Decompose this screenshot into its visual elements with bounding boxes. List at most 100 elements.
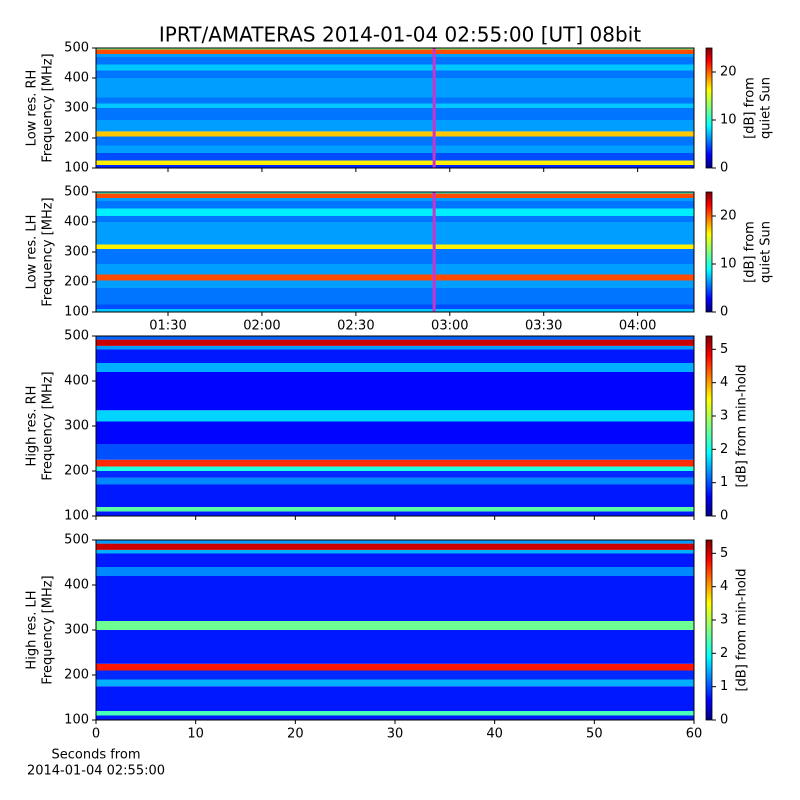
heatmap-cell — [96, 145, 694, 153]
y-tick-label: 200 — [64, 131, 89, 146]
heatmap-cell — [96, 444, 694, 460]
colorbar-label: [dB] from — [743, 221, 758, 283]
colorbar-label: quiet Sun — [759, 77, 774, 139]
colorbar-tick-label: 0 — [720, 713, 728, 728]
x-tick-label: 10 — [187, 727, 204, 742]
heatmap-cell — [96, 549, 694, 554]
colorbar-tick-label: 2 — [720, 442, 728, 457]
heatmap-cell — [96, 153, 694, 161]
y-tick-label: 400 — [64, 71, 89, 86]
x-tick-label: 50 — [586, 727, 603, 742]
figure-title: IPRT/AMATERAS 2014-01-04 02:55:00 [UT] 0… — [159, 23, 641, 47]
heatmap-cell — [96, 57, 694, 65]
y-axis-label: Frequency [MHz] — [41, 575, 56, 684]
x-tick-label: 30 — [387, 727, 404, 742]
heatmap-cell — [96, 345, 694, 350]
heatmap-cell — [96, 339, 694, 346]
heatmap-cell — [96, 97, 694, 104]
y-axis-label: High res. LH — [25, 590, 40, 669]
heatmap-cell — [96, 198, 694, 201]
heatmap-cell — [96, 686, 694, 711]
heatmap-cell — [96, 201, 694, 209]
heatmap-cell — [96, 208, 694, 216]
colorbar-tick-label: 20 — [720, 209, 737, 224]
heatmap-cell — [96, 54, 694, 57]
heatmap-cell — [96, 471, 694, 478]
y-tick-label: 500 — [64, 533, 89, 548]
heatmap-cell — [96, 567, 694, 576]
y-tick-label: 200 — [64, 464, 89, 479]
colorbar-tick-label: 4 — [720, 375, 728, 390]
colorbar-label: [dB] from — [743, 77, 758, 139]
heatmap-cell — [96, 48, 694, 50]
heatmap-cell — [96, 670, 694, 680]
heatmap-cell — [96, 216, 694, 222]
heatmap-cell — [96, 576, 694, 621]
colorbar-tick-label: 3 — [720, 613, 728, 628]
heatmap-cell — [96, 372, 694, 411]
heatmap-cell — [96, 507, 694, 512]
heatmap-cell — [96, 192, 694, 194]
heatmap-cell — [96, 120, 694, 132]
heatmap-cell — [96, 49, 694, 54]
x-tick-label: 03:30 — [525, 319, 562, 334]
heatmap-cell — [96, 193, 694, 198]
colorbar-tick-label: 3 — [720, 409, 728, 424]
x-axis-label: Seconds from — [51, 748, 140, 763]
y-axis-label: High res. RH — [25, 386, 40, 467]
y-tick-label: 400 — [64, 215, 89, 230]
x-tick-label: 40 — [486, 727, 503, 742]
y-tick-label: 400 — [64, 374, 89, 389]
heatmap-cell — [96, 540, 694, 544]
heatmap-cell — [96, 553, 694, 567]
heatmap-cell — [96, 715, 694, 720]
y-axis-label: Frequency [MHz] — [41, 53, 56, 162]
y-tick-label: 500 — [64, 41, 89, 56]
heatmap-cell — [96, 543, 694, 550]
y-tick-label: 300 — [64, 101, 89, 116]
colorbar-tick-label: 0 — [720, 305, 728, 320]
x-tick-label: 60 — [686, 727, 703, 742]
heatmap-cell — [96, 249, 694, 252]
heatmap-cell — [96, 165, 694, 168]
heatmap-cell — [96, 304, 694, 309]
y-axis-label: Frequency [MHz] — [41, 197, 56, 306]
heatmap-cell — [96, 679, 694, 687]
x-tick-label: 04:00 — [619, 319, 656, 334]
colorbar-label: quiet Sun — [759, 221, 774, 283]
y-tick-label: 100 — [64, 305, 89, 320]
y-tick-label: 200 — [64, 668, 89, 683]
heatmap-cell — [96, 309, 694, 312]
heatmap-cell — [96, 136, 694, 146]
colorbar-tick-label: 10 — [720, 257, 737, 272]
x-tick-label: 02:30 — [337, 319, 374, 334]
heatmap-cell — [96, 663, 694, 671]
heatmap-cell — [96, 477, 694, 485]
colorbar-tick-label: 5 — [720, 342, 728, 357]
heatmap-cell — [96, 160, 694, 165]
y-axis-label: Low res. LH — [25, 215, 40, 290]
y-tick-label: 300 — [64, 245, 89, 260]
heatmap-cell — [96, 70, 694, 78]
y-tick-label: 300 — [64, 419, 89, 434]
heatmap-cell — [96, 421, 694, 444]
heatmap-cell — [96, 222, 694, 245]
heatmap-cell — [96, 131, 694, 137]
colorbar-tick-label: 1 — [720, 475, 728, 490]
heatmap-cell — [96, 280, 694, 288]
x-tick-label: 20 — [287, 727, 304, 742]
heatmap-cell — [96, 410, 694, 422]
colorbar-label: [dB] from min-hold — [735, 364, 750, 487]
x-tick-label: 0 — [92, 727, 100, 742]
heatmap-cell — [96, 288, 694, 305]
y-tick-label: 200 — [64, 275, 89, 290]
heatmap-cell — [96, 363, 694, 372]
colorbar — [705, 47, 713, 169]
colorbar-tick-label: 4 — [720, 579, 728, 594]
heatmap-cell — [96, 459, 694, 467]
colorbar-tick-label: 1 — [720, 679, 728, 694]
y-axis-label: Frequency [MHz] — [41, 371, 56, 480]
colorbar-tick-label: 0 — [720, 161, 728, 176]
colorbar-label: [dB] from min-hold — [735, 568, 750, 691]
